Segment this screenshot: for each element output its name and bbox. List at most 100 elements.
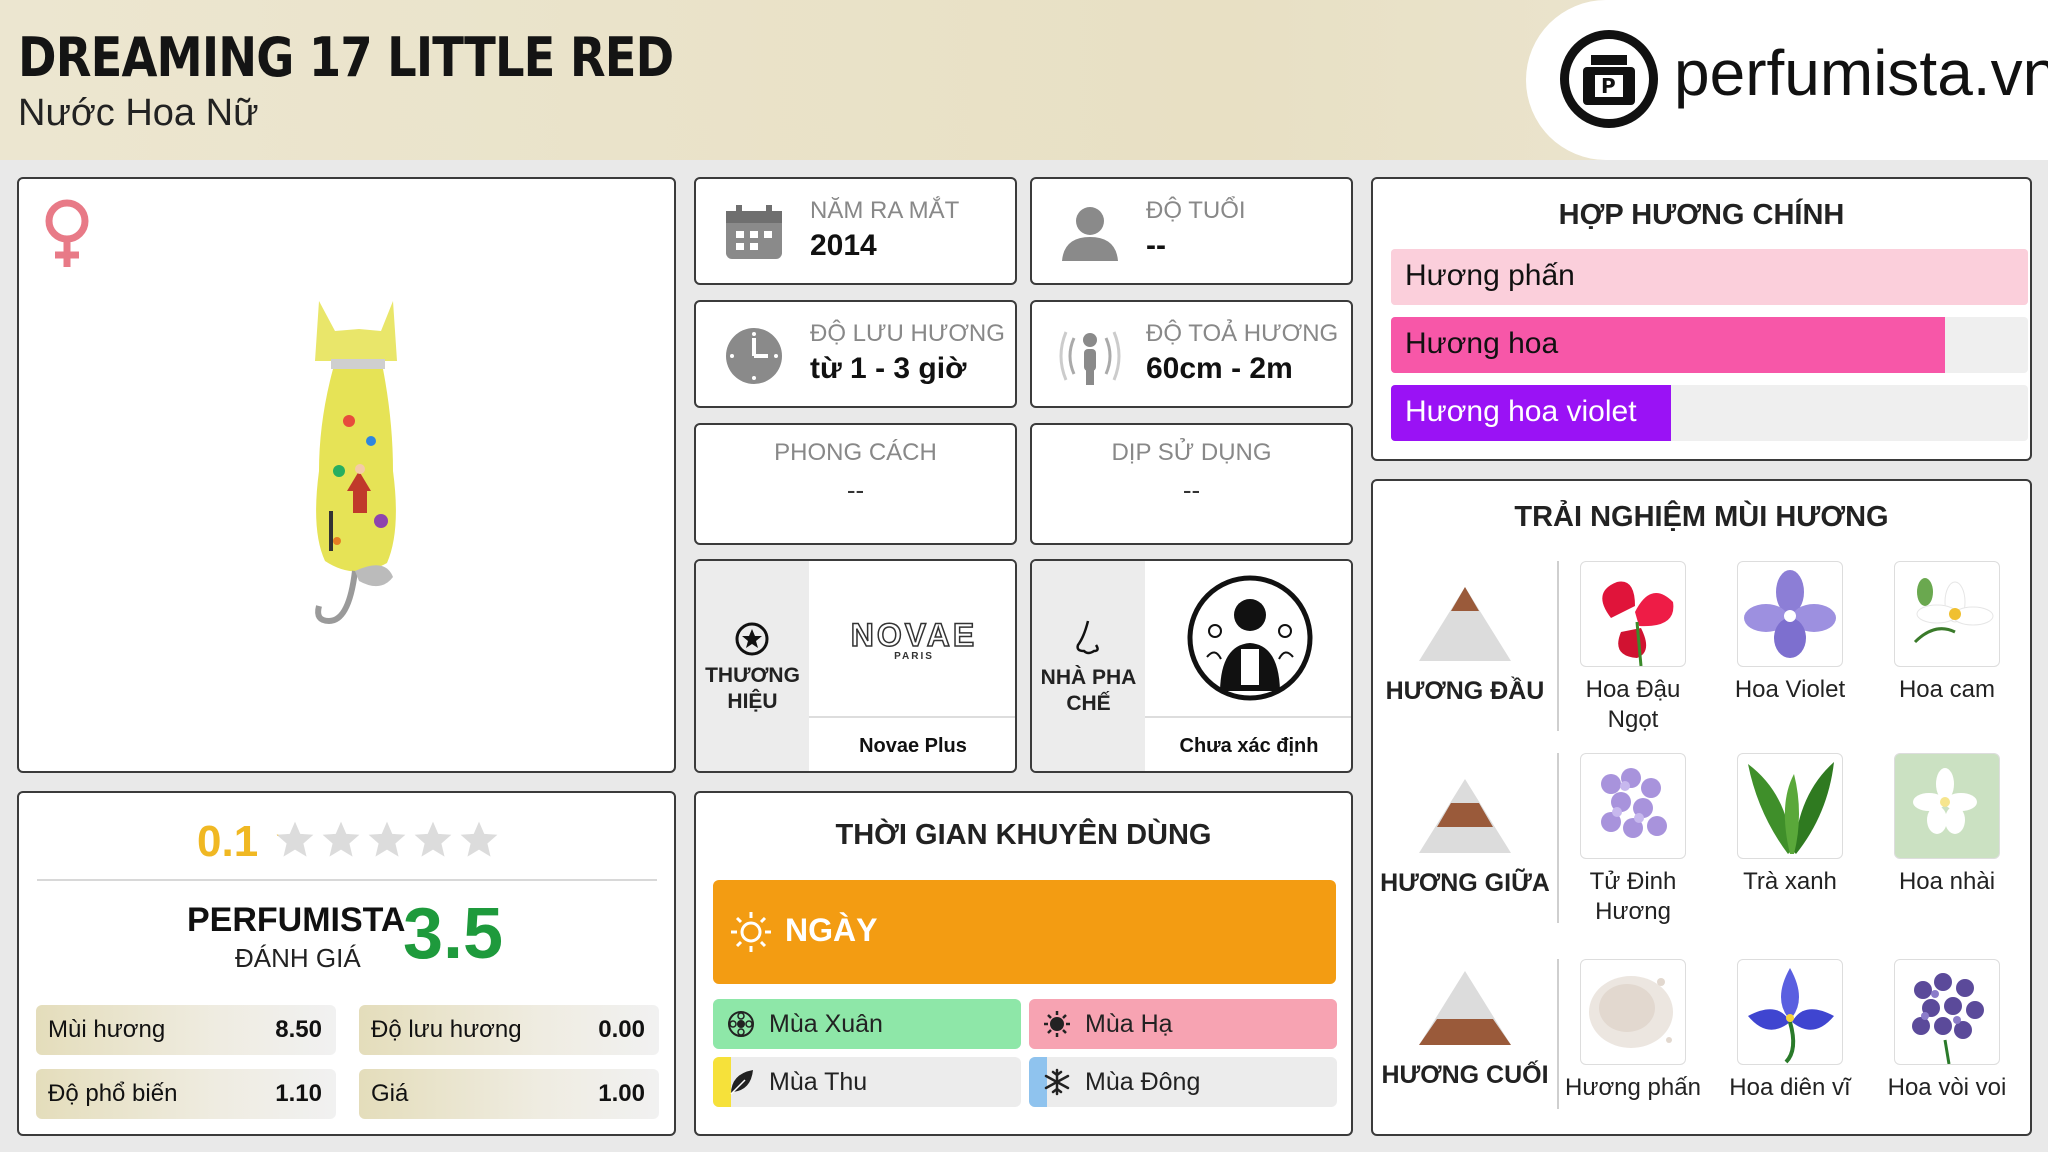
- snowflake-icon: [1044, 1068, 1070, 1096]
- pyramid-base-icon: [1419, 971, 1511, 1045]
- age-caption: ĐỘ TUỔI: [1146, 197, 1246, 224]
- user-score: 0.1: [197, 817, 259, 866]
- longevity-tile: ĐỘ LƯU HƯƠNG từ 1 - 3 giờ: [694, 300, 1017, 408]
- note-name: Hoa Violet: [1734, 676, 1846, 703]
- page-header: DREAMING 17 LITTLE RED Nước Hoa Nữ P per…: [0, 0, 2048, 160]
- perfumista-sublabel: ĐÁNH GIÁ: [235, 943, 361, 973]
- perfumer-tile[interactable]: NHÀ PHA CHẾ Chưa xác định: [1030, 559, 1353, 773]
- note-name: Hoa nhài: [1898, 868, 1996, 895]
- sillage-caption: ĐỘ TOẢ HƯƠNG: [1146, 320, 1339, 347]
- female-gender-icon: [45, 199, 89, 267]
- brand-tile[interactable]: THƯƠNG HIỆU NOVAE PARIS Novae Plus: [694, 559, 1017, 773]
- perfume-bottle-image: [315, 301, 397, 625]
- metric-longevity: Độ lưu hương 0.00: [359, 1005, 659, 1055]
- leaf-icon: [730, 1070, 753, 1095]
- day-bar: NGÀY: [713, 880, 1336, 984]
- style-value: --: [846, 475, 865, 505]
- site-logo[interactable]: P perfumista.vn: [1526, 0, 2048, 160]
- season-winter: Mùa Đông: [1029, 1057, 1337, 1107]
- calendar-icon: [726, 205, 782, 259]
- sweet-pea-flower-icon: [1580, 561, 1686, 667]
- brand-logo: NOVAE PARIS: [809, 561, 1015, 716]
- star-icon[interactable]: [274, 819, 316, 861]
- product-title: DREAMING 17 LITTLE RED: [18, 26, 674, 89]
- product-subtitle: Nước Hoa Nữ: [18, 92, 259, 134]
- perfumista-score: 3.5: [403, 894, 504, 974]
- recommended-time-panel: THỜI GIAN KHUYÊN DÙNG NGÀY Mùa Xuân: [694, 791, 1353, 1136]
- longevity-value: từ 1 - 3 giờ: [810, 352, 967, 385]
- logo-text: perfumista.vn: [1674, 37, 2048, 109]
- star-icon[interactable]: [366, 819, 408, 861]
- star-badge-icon: [735, 622, 769, 656]
- flower-icon: [728, 1011, 754, 1037]
- star-icon[interactable]: [320, 819, 362, 861]
- note-tier-label-base: HƯƠNG CUỐI: [1381, 1061, 1549, 1089]
- brand-name: Novae Plus: [809, 716, 1015, 771]
- note-name: Tử Đinh Hương: [1589, 868, 1677, 925]
- perfumer-caption: NHÀ PHA CHẾ: [1040, 666, 1137, 715]
- brand-caption-area: THƯƠNG HIỆU: [696, 561, 809, 771]
- longevity-caption: ĐỘ LƯU HƯƠNG: [810, 320, 1005, 347]
- divider: [37, 879, 657, 881]
- perfumer-avatar: [1145, 561, 1351, 716]
- launch-year-tile: NĂM RA MẮT 2014: [694, 177, 1017, 285]
- sun-icon: [731, 912, 771, 952]
- sun-filled-icon: [1044, 1011, 1070, 1037]
- metric-popularity: Độ phổ biến 1.10: [36, 1069, 336, 1119]
- tier-divider: [1557, 561, 1559, 731]
- note-name: Hoa cam: [1898, 676, 1996, 703]
- accord-bar: Hương phấn: [1391, 249, 2028, 305]
- product-image-panel: [17, 177, 676, 773]
- heliotrope-flower-icon: [1894, 959, 2000, 1065]
- scent-notes-panel: TRẢI NGHIỆM MÙI HƯƠNG HƯƠNG ĐẦU Hoa Đậu N…: [1371, 479, 2032, 1136]
- launch-year-caption: NĂM RA MẮT: [810, 197, 960, 224]
- pyramid-top-icon: [1419, 587, 1511, 661]
- tier-divider: [1557, 959, 1559, 1109]
- iris-flower-icon: [1737, 959, 1843, 1065]
- brand-caption: THƯƠNG HIỆU: [705, 664, 800, 713]
- accord-bar: Hương hoa violet: [1391, 385, 2028, 441]
- metric-scent: Mùi hương 8.50: [36, 1005, 336, 1055]
- accords-title: HỢP HƯƠNG CHÍNH: [1558, 199, 1845, 231]
- sillage-value: 60cm - 2m: [1146, 352, 1293, 385]
- launch-year-value: 2014: [810, 229, 877, 262]
- green-tea-leaf-icon: [1737, 753, 1843, 859]
- notes-title: TRẢI NGHIỆM MÙI HƯƠNG: [1514, 501, 1889, 533]
- clock-icon: [726, 328, 782, 384]
- star-rating[interactable]: [274, 819, 504, 865]
- perfume-bottle-icon: P: [1560, 30, 1658, 128]
- note-tier-label-middle: HƯƠNG GIỮA: [1380, 869, 1550, 897]
- occasion-value: --: [1182, 475, 1201, 505]
- perfumer-caption-area: NHÀ PHA CHẾ: [1032, 561, 1145, 771]
- day-label: NGÀY: [785, 912, 878, 948]
- note-tier-label-top: HƯƠNG ĐẦU: [1385, 677, 1545, 705]
- perfumer-name: Chưa xác định: [1145, 716, 1351, 771]
- season-summer: Mùa Hạ: [1029, 999, 1337, 1049]
- rating-panel: 0.1 PERFUMISTA ĐÁNH GIÁ 3.5 Mùi hương 8.5…: [17, 791, 676, 1136]
- accord-bar: Hương hoa: [1391, 317, 2028, 373]
- note-name: Hoa Đậu Ngọt: [1585, 676, 1681, 733]
- pyramid-middle-icon: [1419, 779, 1511, 853]
- tier-divider: [1557, 753, 1559, 923]
- person-aura-icon: [1059, 331, 1121, 385]
- occasion-tile: DỊP SỬ DỤNG --: [1030, 423, 1353, 545]
- occasion-caption: DỊP SỬ DỤNG: [1111, 439, 1272, 466]
- violet-flower-icon: [1737, 561, 1843, 667]
- perfumista-label: PERFUMISTA: [187, 901, 406, 939]
- metric-price: Giá 1.00: [359, 1069, 659, 1119]
- age-value: --: [1146, 229, 1166, 262]
- age-tile: ĐỘ TUỔI --: [1030, 177, 1353, 285]
- note-name: Hoa diên vĩ: [1729, 1074, 1851, 1101]
- star-icon[interactable]: [458, 819, 500, 861]
- main-accords-panel: HỢP HƯƠNG CHÍNH Hương phấn Hương hoa Hươ…: [1371, 177, 2032, 461]
- user-icon: [1062, 207, 1118, 261]
- season-spring: Mùa Xuân: [713, 999, 1021, 1049]
- powder-icon: [1580, 959, 1686, 1065]
- note-name: Hương phấn: [1565, 1074, 1701, 1101]
- jasmine-flower-icon: [1894, 753, 2000, 859]
- lilac-flower-icon: [1580, 753, 1686, 859]
- note-name: Trà xanh: [1743, 868, 1837, 895]
- star-icon[interactable]: [412, 819, 454, 861]
- sillage-tile: ĐỘ TOẢ HƯƠNG 60cm - 2m: [1030, 300, 1353, 408]
- style-caption: PHONG CÁCH: [774, 439, 937, 466]
